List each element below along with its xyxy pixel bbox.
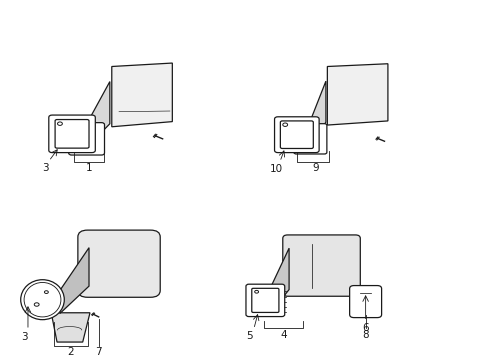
Polygon shape: [327, 64, 388, 125]
FancyBboxPatch shape: [283, 235, 360, 296]
Text: 10: 10: [270, 164, 283, 174]
Polygon shape: [308, 81, 326, 149]
Ellipse shape: [24, 283, 61, 317]
Polygon shape: [112, 63, 172, 127]
Polygon shape: [269, 248, 289, 315]
FancyBboxPatch shape: [274, 117, 319, 153]
Text: 4: 4: [280, 330, 287, 339]
Ellipse shape: [21, 280, 64, 320]
Text: 5: 5: [246, 331, 253, 341]
Text: 2: 2: [67, 347, 74, 357]
Polygon shape: [60, 248, 89, 314]
Text: 1: 1: [86, 163, 92, 173]
Text: 9: 9: [313, 163, 319, 173]
FancyBboxPatch shape: [69, 123, 104, 155]
FancyBboxPatch shape: [280, 121, 313, 148]
Text: 7: 7: [96, 347, 102, 357]
Polygon shape: [51, 313, 90, 342]
FancyBboxPatch shape: [49, 115, 96, 153]
FancyBboxPatch shape: [78, 230, 160, 297]
Polygon shape: [85, 82, 110, 149]
Text: 3: 3: [21, 332, 28, 342]
Text: 6: 6: [362, 323, 369, 333]
Text: 8: 8: [362, 330, 369, 340]
Text: 3: 3: [42, 163, 49, 173]
FancyBboxPatch shape: [294, 124, 327, 154]
FancyBboxPatch shape: [246, 284, 285, 316]
FancyBboxPatch shape: [252, 288, 279, 312]
FancyBboxPatch shape: [350, 285, 382, 318]
FancyBboxPatch shape: [55, 120, 89, 148]
